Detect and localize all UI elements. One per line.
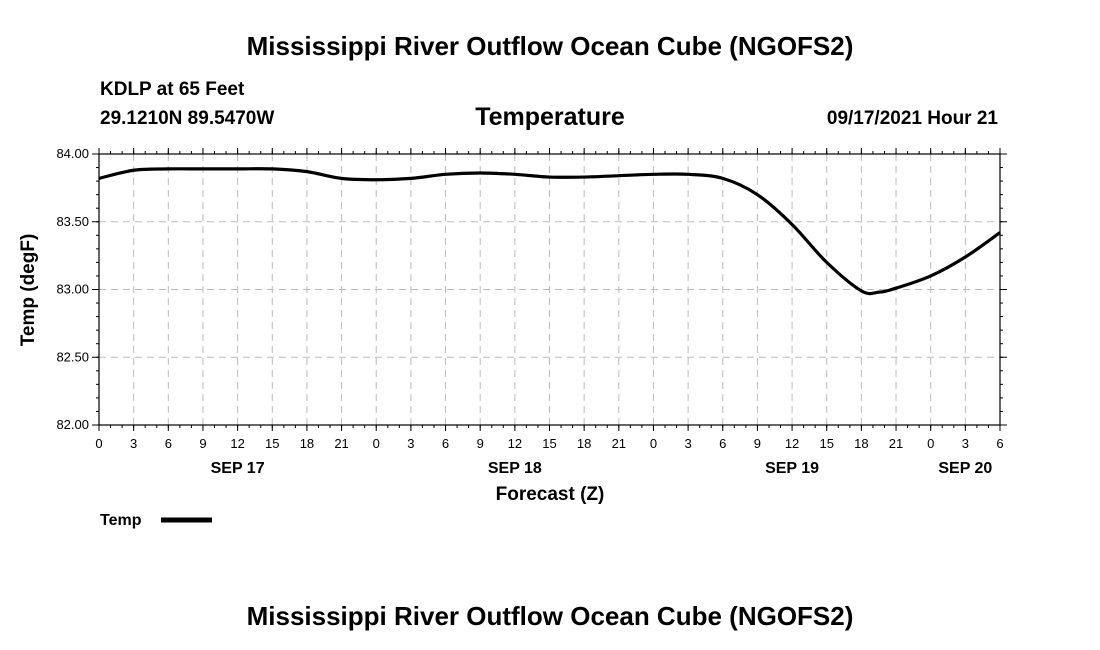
x-tick-label: 9: [754, 436, 761, 451]
x-tick-label: 21: [612, 436, 626, 451]
x-tick-label: 18: [577, 436, 591, 451]
x-tick-label: 15: [819, 436, 833, 451]
x-tick-label: 21: [334, 436, 348, 451]
date-label: SEP 17: [211, 460, 265, 477]
x-tick-label: 12: [785, 436, 799, 451]
coordinates-label: 29.1210N 89.5470W: [100, 108, 274, 129]
date-label: SEP 19: [765, 460, 819, 477]
x-tick-label: 6: [165, 436, 172, 451]
x-axis-title: Forecast (Z): [496, 484, 605, 505]
y-tick-label: 83.50: [56, 214, 89, 229]
x-tick-label: 12: [508, 436, 522, 451]
x-tick-label: 9: [477, 436, 484, 451]
x-tick-label: 3: [962, 436, 969, 451]
x-tick-label: 6: [996, 436, 1003, 451]
x-tick-label: 21: [889, 436, 903, 451]
x-tick-label: 15: [542, 436, 556, 451]
plot-frame: [98, 153, 1001, 426]
x-tick-label: 3: [407, 436, 414, 451]
x-tick-label: 3: [684, 436, 691, 451]
variable-title: Temperature: [475, 103, 625, 131]
y-tick-label: 82.50: [56, 349, 89, 364]
x-tick-label: 0: [650, 436, 657, 451]
x-tick-label: 18: [300, 436, 314, 451]
date-label: SEP 18: [488, 460, 542, 477]
x-tick-label: 12: [230, 436, 244, 451]
footer-title: Mississippi River Outflow Ocean Cube (NG…: [247, 601, 854, 631]
x-tick-label: 0: [373, 436, 380, 451]
x-tick-label: 18: [854, 436, 868, 451]
x-tick-label: 9: [199, 436, 206, 451]
x-tick-label: 0: [927, 436, 934, 451]
x-tick-label: 15: [265, 436, 279, 451]
y-tick-label: 83.00: [56, 282, 89, 297]
date-label: SEP 20: [938, 460, 992, 477]
grid-lines: [99, 154, 1000, 425]
legend-label: Temp: [100, 512, 142, 529]
x-tick-labels: 0 3 6 9 12 15 18 21 0 3 6 9 12 15 18 21 0 3 6 9 12 15 18 21 0 3 6: [95, 436, 1003, 451]
y-tick-labels: 82.00 82.50 83.00 83.50 84.00: [56, 146, 89, 432]
series-line-temp: [98, 167, 1001, 296]
x-tick-label: 3: [130, 436, 137, 451]
y-tick-label: 82.00: [56, 417, 89, 432]
datetime-label: 09/17/2021 Hour 21: [827, 108, 999, 129]
y-tick-label: 84.00: [56, 146, 89, 161]
chart-main-title: Mississippi River Outflow Ocean Cube (NG…: [247, 31, 854, 61]
x-tick-label: 0: [95, 436, 102, 451]
y-axis-title: Temp (degF): [18, 234, 39, 347]
x-tick-label: 6: [719, 436, 726, 451]
x-tick-label: 6: [442, 436, 449, 451]
date-labels: SEP 17 SEP 18 SEP 19 SEP 20: [211, 460, 993, 477]
series-group: [98, 167, 1001, 296]
station-label: KDLP at 65 Feet: [100, 79, 245, 100]
